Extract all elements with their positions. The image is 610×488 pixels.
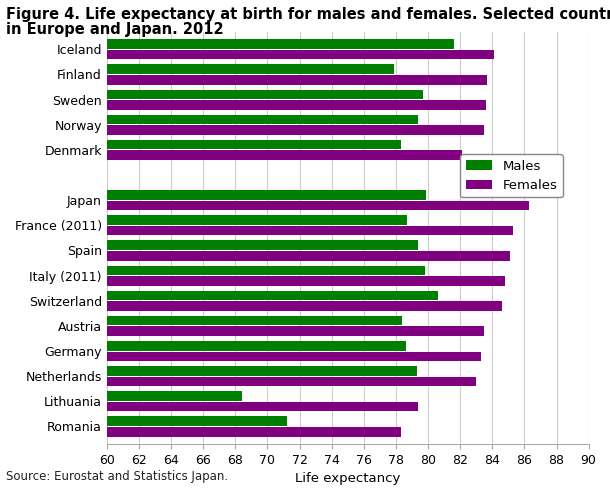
Bar: [107, 50, 494, 60]
Bar: [107, 301, 502, 311]
Bar: [107, 251, 510, 261]
Bar: [107, 75, 487, 84]
Bar: [107, 341, 406, 350]
Bar: [107, 377, 476, 386]
Bar: [107, 351, 481, 361]
X-axis label: Life expectancy: Life expectancy: [295, 472, 400, 486]
Bar: [107, 427, 401, 437]
Bar: [107, 39, 454, 49]
Bar: [107, 64, 394, 74]
Text: Figure 4. Life expectancy at birth for males and females. Selected countries: Figure 4. Life expectancy at birth for m…: [6, 7, 610, 22]
Bar: [107, 291, 437, 300]
Bar: [107, 276, 505, 285]
Bar: [107, 265, 425, 275]
Bar: [107, 226, 513, 235]
Bar: [107, 391, 242, 401]
Text: Source: Eurostat and Statistics Japan.: Source: Eurostat and Statistics Japan.: [6, 470, 228, 483]
Bar: [107, 402, 418, 411]
Bar: [107, 100, 486, 110]
Legend: Males, Females: Males, Females: [461, 154, 562, 198]
Bar: [107, 416, 287, 426]
Bar: [107, 150, 462, 160]
Bar: [107, 201, 529, 210]
Text: in Europe and Japan. 2012: in Europe and Japan. 2012: [6, 22, 224, 37]
Bar: [107, 115, 418, 124]
Bar: [107, 125, 484, 135]
Bar: [107, 190, 426, 200]
Bar: [107, 326, 484, 336]
Bar: [107, 316, 403, 325]
Bar: [107, 241, 418, 250]
Bar: [107, 140, 401, 149]
Bar: [107, 366, 417, 376]
Bar: [107, 90, 423, 99]
Bar: [107, 215, 407, 225]
